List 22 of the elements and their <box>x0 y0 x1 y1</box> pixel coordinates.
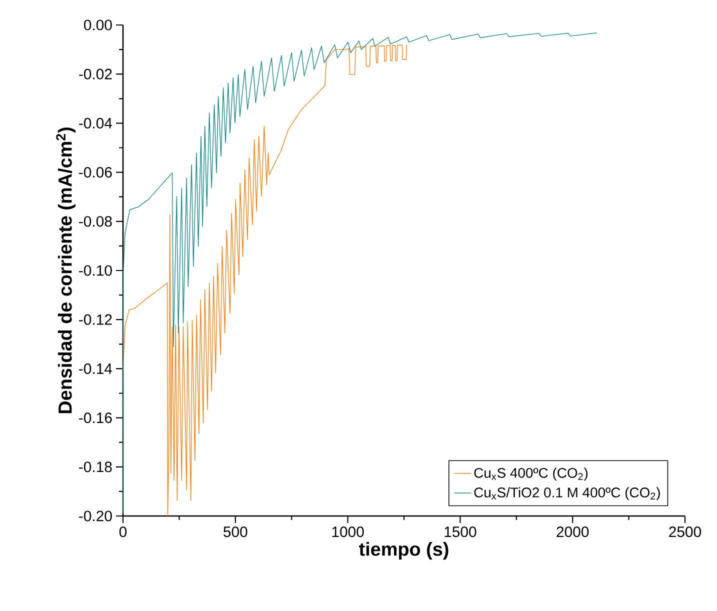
y-tick-label: 0.00 <box>84 20 112 30</box>
x-tick-label: 2500 <box>669 526 702 538</box>
x-tick-label: 0 <box>119 526 127 538</box>
y-tick-label: -0.04 <box>79 118 112 128</box>
x-tick-label: 2000 <box>556 526 589 538</box>
y-tick-label: -0.08 <box>79 216 112 227</box>
y-tick-label: -0.10 <box>79 265 112 276</box>
x-tick-label: 500 <box>224 526 248 538</box>
legend-label: Cu$_{x}$S/TiO2 0.1 M 400ºC (CO$_{2}$) <box>474 487 660 500</box>
x-tick-label: 1500 <box>444 526 476 538</box>
y-tick-label: -0.02 <box>79 68 112 80</box>
y-tick-label: -0.20 <box>79 510 112 522</box>
y-tick-label: -0.18 <box>79 462 112 472</box>
x-axis-title: tiempo (s) <box>359 542 448 560</box>
y-tick-label: -0.16 <box>79 412 112 424</box>
y-tick-label: -0.12 <box>79 314 112 325</box>
line-series <box>122 44 408 516</box>
y-tick-label: -0.06 <box>79 167 112 178</box>
x-tick-label: 1000 <box>332 526 364 538</box>
legend-label: Cu$_{x}$S 400ºC (CO$_{2}$) <box>474 468 588 481</box>
y-axis-title: Densidad de corriente (mA/cm$^{2}$) <box>56 128 76 414</box>
y-tick-label: -0.14 <box>79 363 112 374</box>
